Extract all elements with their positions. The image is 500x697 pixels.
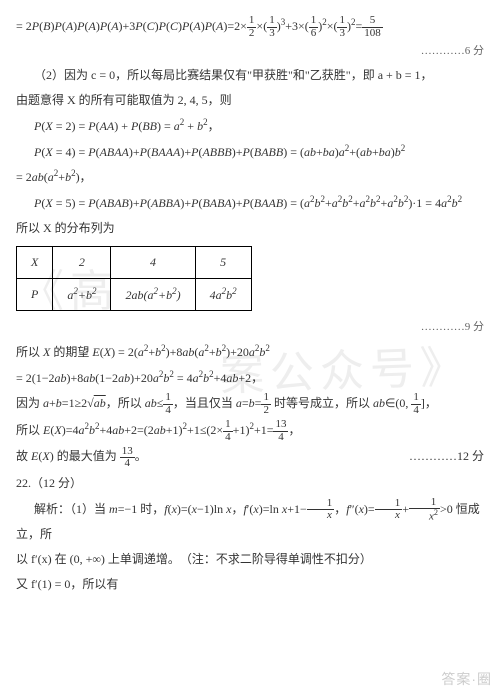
table-cell: 4a2b2 bbox=[195, 278, 251, 311]
table-cell: 4 bbox=[111, 246, 195, 278]
equation-line: = 2(1−2ab)+8ab(1−2ab)+20a2b2 = 4a2b2+4ab… bbox=[16, 366, 484, 390]
table-row: X 2 4 5 bbox=[17, 246, 252, 278]
score-marker: …………6 分 bbox=[16, 41, 484, 62]
table-cell: 5 bbox=[195, 246, 251, 278]
text-line: 以 f′(x) 在 (0, +∞) 上单调递增。 （注：不求二阶导得单调性不扣分… bbox=[16, 548, 484, 571]
table-row: P a2+b2 2ab(a2+b2) 4a2b2 bbox=[17, 278, 252, 311]
equation-line: P(X = 2) = P(AA) + P(BB) = a2 + b2， bbox=[16, 114, 484, 138]
equation-line: 因为 a+b=1≥2√ab，所以 ab≤14，当且仅当 a=b=12 时等号成立… bbox=[16, 392, 484, 416]
footer-watermark: 答案·圈 bbox=[441, 666, 492, 693]
table-cell: P bbox=[17, 278, 53, 311]
table-caption: 所以 X 的分布列为 bbox=[16, 217, 484, 240]
equation-line: 所以 E(X)=4a2b2+4ab+2=(2ab+1)2+1≤(2×14+1)2… bbox=[16, 418, 484, 443]
equation-line: 解析：（1）当 m=−1 时，f(x)=(x−1)ln x，f′(x)=ln x… bbox=[16, 497, 484, 547]
table-cell: 2 bbox=[53, 246, 111, 278]
text-line: （2）因为 c = 0，所以每局比赛结果仅有"甲获胜"和"乙获胜"，即 a + … bbox=[16, 64, 484, 87]
table-cell: X bbox=[17, 246, 53, 278]
page-content: = 2P(B)P(A)P(A)P(A)+3P(C)P(C)P(A)P(A)=2×… bbox=[16, 14, 484, 596]
equation-line: P(X = 5) = P(ABAB)+P(ABBA)+P(BABA)+P(BAA… bbox=[16, 191, 484, 215]
score-marker: …………12 分 bbox=[409, 445, 484, 468]
text-line: 又 f′(1) = 0，所以有 bbox=[16, 573, 484, 596]
table-cell: 2ab(a2+b2) bbox=[111, 278, 195, 311]
question-header: 22.（12 分） bbox=[16, 472, 484, 495]
equation-line: 所以 X 的期望 E(X) = 2(a2+b2)+8ab(a2+b2)+20a2… bbox=[16, 340, 484, 364]
equation-line: P(X = 4) = P(ABAA)+P(BAAA)+P(ABBB)+P(BAB… bbox=[16, 140, 484, 164]
text-line: 由题意得 X 的所有可能取值为 2, 4, 5，则 bbox=[16, 89, 484, 112]
equation-line: = 2ab(a2+b2)， bbox=[16, 165, 484, 189]
table-cell: a2+b2 bbox=[53, 278, 111, 311]
equation-line: = 2P(B)P(A)P(A)P(A)+3P(C)P(C)P(A)P(A)=2×… bbox=[16, 14, 484, 39]
score-marker: …………9 分 bbox=[16, 317, 484, 338]
distribution-table: X 2 4 5 P a2+b2 2ab(a2+b2) 4a2b2 bbox=[16, 246, 252, 312]
equation-line: 故 E(X) 的最大值为 134。 …………12 分 bbox=[16, 445, 484, 469]
